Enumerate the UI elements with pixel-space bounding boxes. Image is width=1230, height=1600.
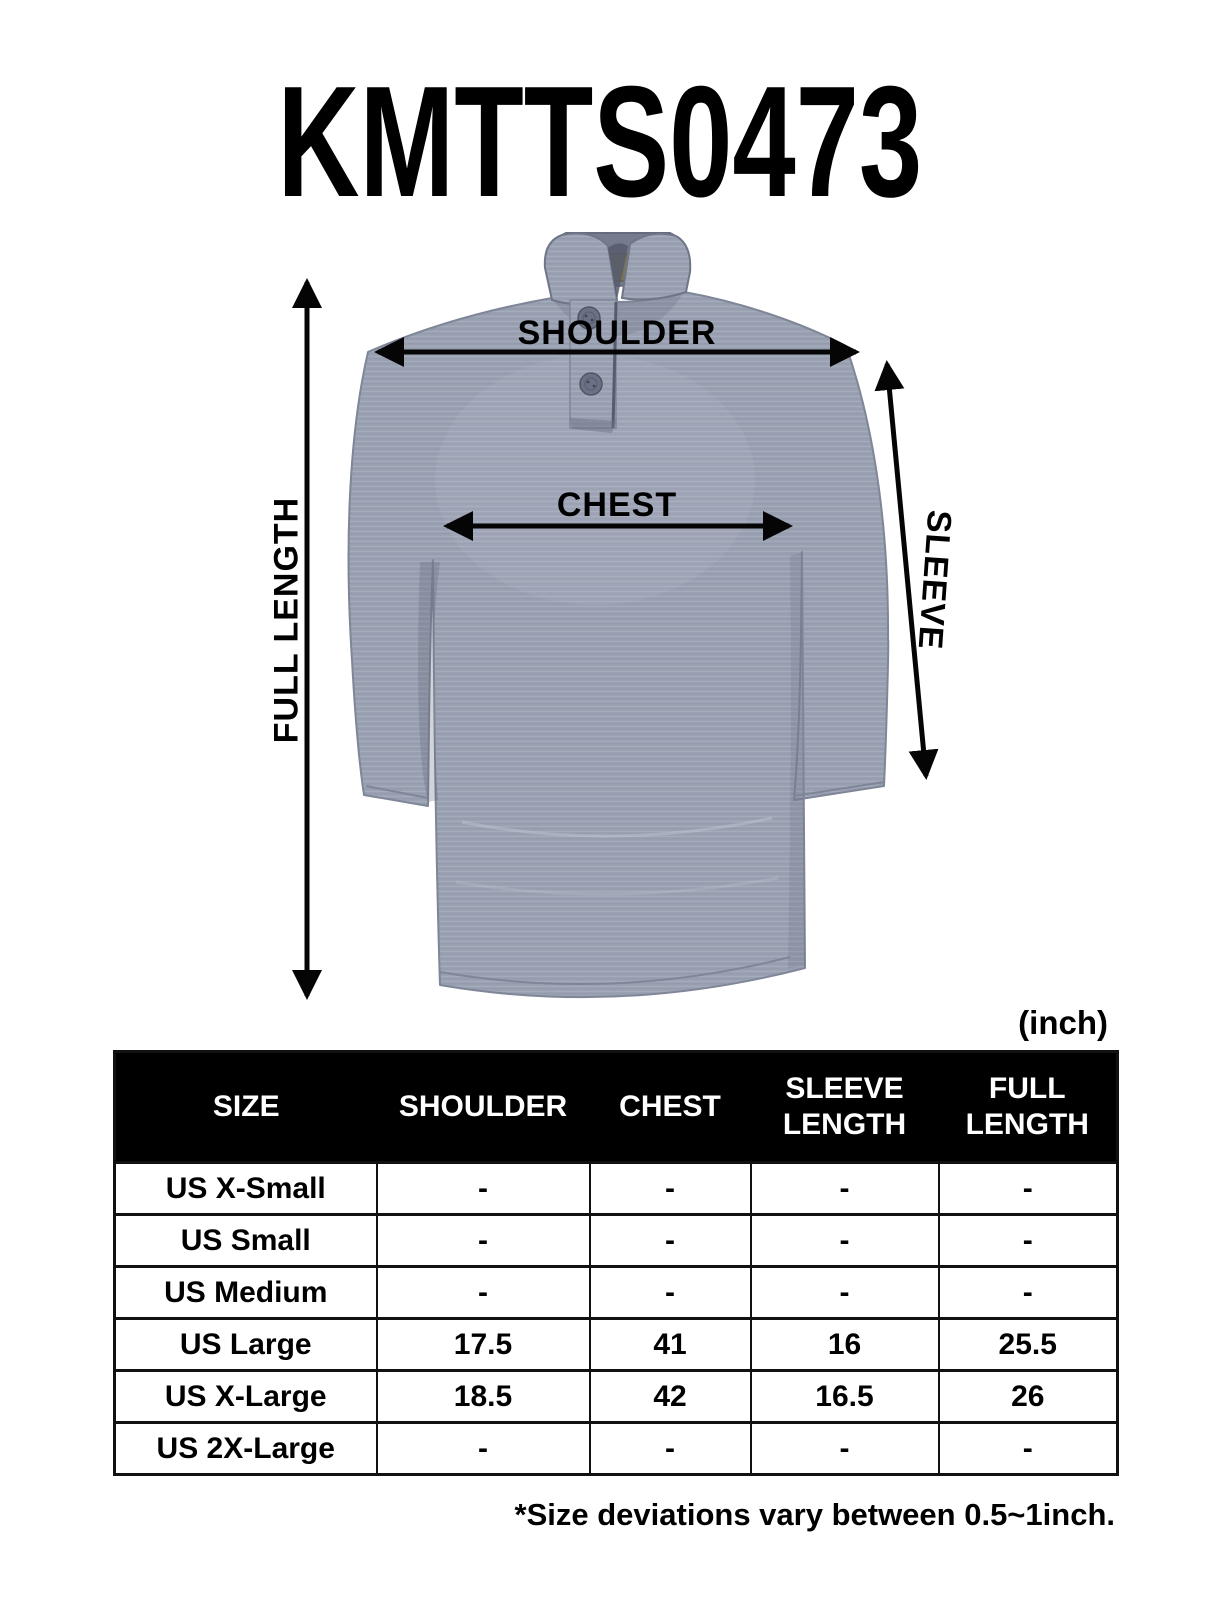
size-deviation-footnote: *Size deviations vary between 0.5~1inch.: [514, 1497, 1115, 1532]
value-cell: -: [375, 1421, 591, 1476]
value-cell: -: [588, 1265, 752, 1320]
product-code: KMTTS0473: [277, 54, 923, 230]
right-side-shadow: [788, 552, 805, 968]
size-cell: US X-Large: [113, 1369, 378, 1424]
collar-tag: [587, 253, 647, 282]
value-cell: 17.5: [375, 1317, 591, 1372]
col-header-full-length: FULL LENGTH: [938, 1051, 1118, 1163]
value-cell: -: [937, 1265, 1119, 1320]
value-cell: 16.5: [749, 1369, 940, 1424]
size-table-header-row: SIZE SHOULDER CHEST SLEEVE LENGTH FULL L…: [114, 1051, 1118, 1163]
measurement-arrows: [292, 277, 939, 1001]
col-header-sleeve-length: SLEEVE LENGTH: [750, 1051, 939, 1163]
value-cell: 42: [588, 1369, 752, 1424]
value-cell: 26: [937, 1369, 1119, 1424]
value-cell: -: [588, 1213, 752, 1268]
value-cell: -: [937, 1213, 1119, 1268]
value-cell: -: [588, 1421, 752, 1476]
value-cell: -: [375, 1213, 591, 1268]
sleeve-label: SLEEVE: [910, 508, 959, 652]
full-length-label: FULL LENGTH: [267, 496, 306, 744]
collar-notch: [608, 243, 628, 300]
shirt-collar-front: [543, 232, 692, 306]
value-cell: 41: [588, 1317, 752, 1372]
value-cell: -: [375, 1161, 591, 1216]
shirt-collar-inner: [550, 232, 688, 287]
shoulder-label: SHOULDER: [517, 314, 717, 352]
table-row: US Large 17.5 41 16 25.5: [113, 1317, 1119, 1372]
table-row: US 2X-Large - - - -: [113, 1421, 1119, 1476]
value-cell: -: [937, 1421, 1119, 1476]
size-cell: US 2X-Large: [113, 1421, 378, 1476]
value-cell: -: [749, 1213, 940, 1268]
chest-highlight: [435, 355, 755, 605]
value-cell: -: [749, 1161, 940, 1216]
value-cell: 16: [749, 1317, 940, 1372]
shirt-body: [347, 291, 890, 999]
col-header-size: SIZE: [114, 1051, 377, 1163]
col-header-chest: CHEST: [589, 1051, 751, 1163]
size-table: SIZE SHOULDER CHEST SLEEVE LENGTH FULL L…: [113, 1050, 1119, 1476]
value-cell: -: [937, 1161, 1119, 1216]
size-cell: US Medium: [113, 1265, 378, 1320]
hem-seam: [439, 956, 791, 985]
value-cell: -: [749, 1421, 940, 1476]
right-cuff-seam: [793, 781, 885, 797]
unit-note: (inch): [1018, 1004, 1108, 1041]
table-row: US X-Small - - - -: [113, 1161, 1119, 1216]
value-cell: -: [749, 1265, 940, 1320]
value-cell: -: [375, 1265, 591, 1320]
value-cell: 18.5: [375, 1369, 591, 1424]
table-row: US X-Large 18.5 42 16.5 26: [113, 1369, 1119, 1424]
table-row: US Small - - - -: [113, 1213, 1119, 1268]
page-title: KMTTS0473: [0, 62, 1200, 222]
table-row: US Medium - - - -: [113, 1265, 1119, 1320]
size-cell: US X-Small: [113, 1161, 378, 1216]
placket-button-2: [579, 372, 603, 396]
chest-label: CHEST: [556, 486, 678, 524]
left-underarm-shadow: [418, 562, 440, 802]
left-cuff-seam: [365, 785, 429, 799]
size-cell: US Small: [113, 1213, 378, 1268]
size-cell: US Large: [113, 1317, 378, 1372]
value-cell: -: [588, 1161, 752, 1216]
value-cell: 25.5: [937, 1317, 1119, 1372]
col-header-shoulder: SHOULDER: [376, 1051, 590, 1163]
